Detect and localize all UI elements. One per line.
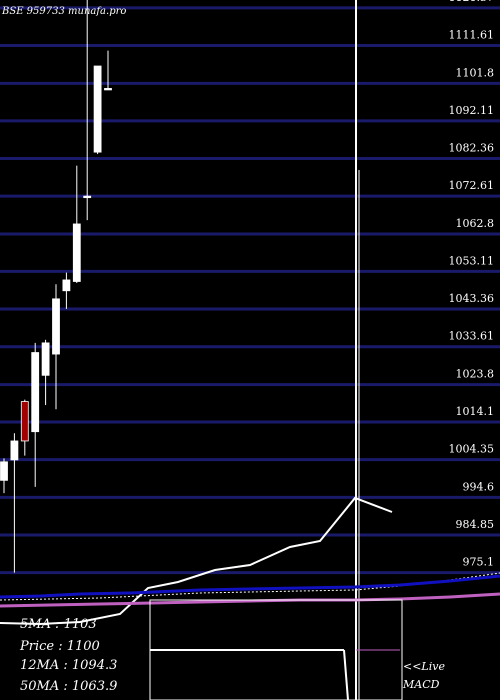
y-tick-label: 1062.8 <box>456 217 495 230</box>
y-tick-label: 1033.61 <box>449 330 495 343</box>
macd-label-line1: <<Live <box>403 660 445 673</box>
y-tick-label: 1092.11 <box>449 104 495 117</box>
y-tick-label: 1082.36 <box>449 141 495 154</box>
macd-panel <box>149 599 403 700</box>
ma12-label: 12MA : 1094.3 <box>20 658 117 673</box>
candle-body <box>62 279 71 292</box>
info-block: 5MA : 1103 Price : 1100 12MA : 1094.3 50… <box>19 617 117 694</box>
y-tick-label: 984.85 <box>456 518 495 531</box>
ma50-label: 50MA : 1063.9 <box>20 679 117 694</box>
y-tick-label: 1043.36 <box>449 292 495 305</box>
candle-body <box>0 461 8 481</box>
ma5-label: 5MA : 1103 <box>20 617 97 632</box>
y-axis-labels: 1121.37 1111.61 1101.8 1092.11 1082.36 1072.6… <box>449 0 495 569</box>
macd-line-drop <box>343 649 349 700</box>
price-label: Price : 1100 <box>19 639 100 654</box>
chart-title: BSE 959733 munafa.pro <box>1 6 126 17</box>
candle-body <box>41 342 50 376</box>
candle-body <box>52 298 60 355</box>
ma-line-blue <box>0 574 500 599</box>
y-tick-label: 1121.37 <box>449 0 495 4</box>
y-tick-label: 1072.61 <box>449 179 495 192</box>
grid-lines <box>0 6 500 575</box>
y-tick-label: 994.6 <box>463 480 495 493</box>
candle-body <box>20 401 29 442</box>
macd-label-line2: MACD <box>402 678 440 691</box>
candle-body <box>104 88 112 91</box>
y-tick-label: 1053.11 <box>449 254 495 267</box>
ma-line-white-dotted <box>0 572 500 601</box>
candle-body <box>31 352 40 433</box>
macd-label: <<Live MACD <box>402 660 448 691</box>
candle-body <box>83 195 92 199</box>
y-tick-label: 1101.8 <box>456 66 495 79</box>
y-tick-label: 975.1 <box>463 556 495 569</box>
candle-body <box>10 440 19 461</box>
candles <box>0 0 112 573</box>
y-tick-label: 1004.35 <box>449 443 495 456</box>
y-tick-label: 1023.8 <box>456 368 495 381</box>
y-tick-label: 1014.1 <box>456 405 495 418</box>
candle-body <box>93 65 102 153</box>
price-trend-line <box>0 496 393 626</box>
candle-body <box>72 223 81 282</box>
y-tick-label: 1111.61 <box>449 29 495 42</box>
